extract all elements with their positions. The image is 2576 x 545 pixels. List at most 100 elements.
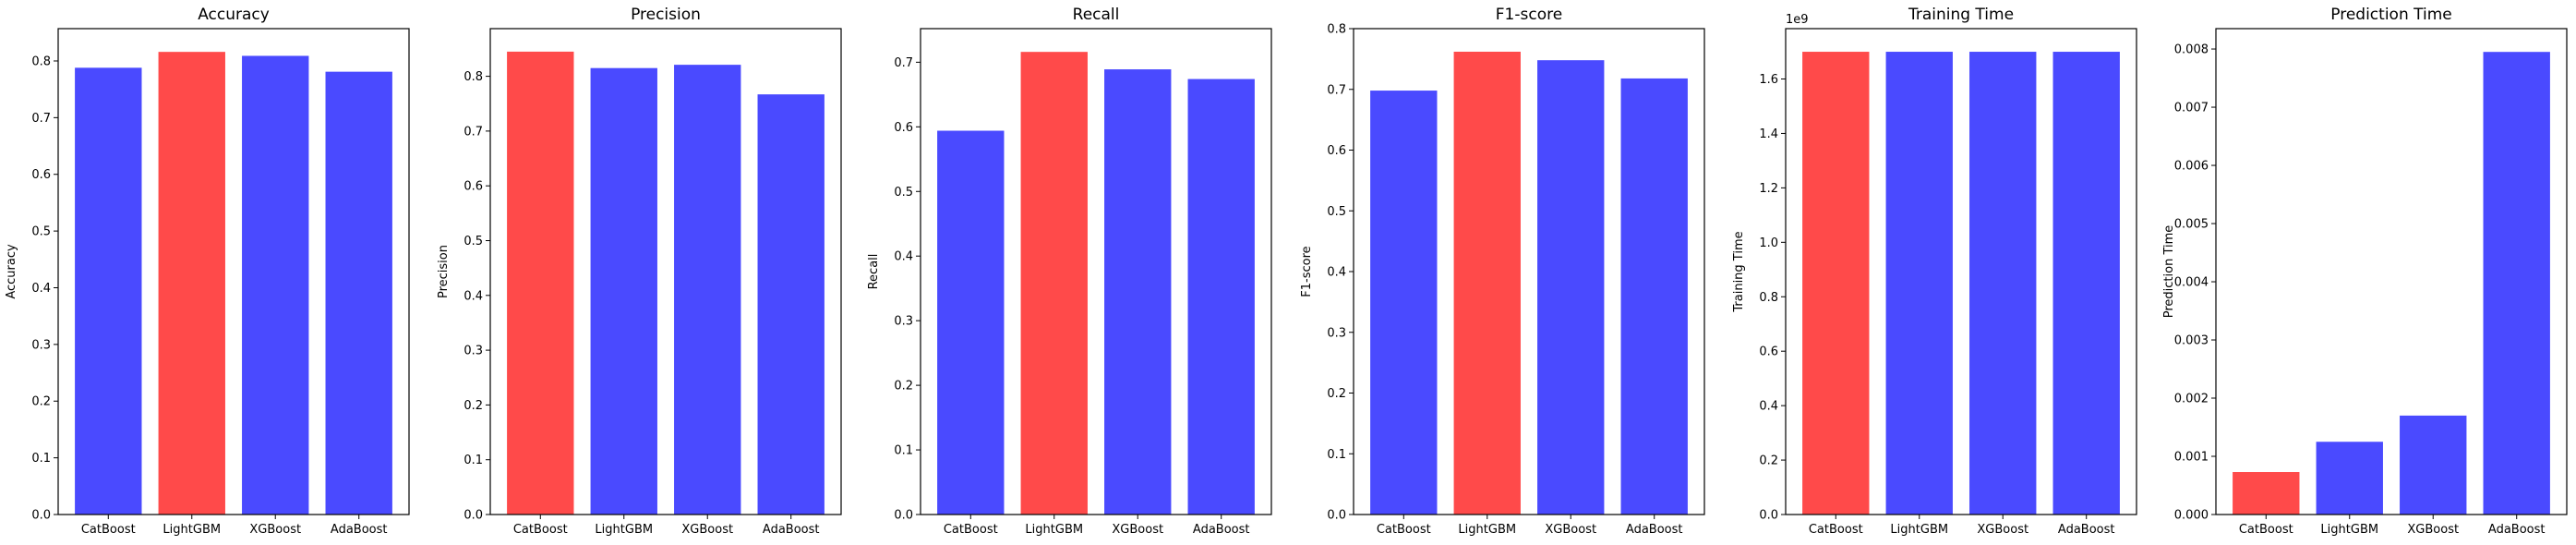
y-tick-label: 0.1: [894, 444, 913, 458]
y-tick-label: 0.2: [1759, 454, 1778, 468]
bar-lightgbm: [158, 52, 225, 515]
y-tick-label: 0.8: [31, 54, 51, 68]
chart-title: F1-score: [1496, 6, 1562, 24]
y-tick-label: 0.007: [2174, 102, 2209, 115]
y-tick-label: 0.4: [1759, 400, 1778, 414]
y-axis-label: Accuracy: [5, 244, 18, 299]
x-tick-label: CatBoost: [1377, 523, 1431, 537]
y-axis-label: Prediction Time: [2162, 225, 2176, 319]
y-tick-label: 0.0: [1759, 509, 1778, 523]
y-tick-label: 0.3: [894, 315, 913, 329]
y-tick-label: 1.0: [1759, 236, 1778, 250]
x-tick-label: LightGBM: [595, 523, 653, 537]
y-tick-label: 0.6: [1327, 144, 1346, 158]
y-tick-label: 1.2: [1759, 182, 1778, 196]
bar-adaboost: [2483, 52, 2550, 515]
x-tick-label: XGBoost: [1545, 523, 1596, 537]
y-tick-label: 0.0: [31, 509, 51, 523]
x-tick-label: CatBoost: [81, 523, 136, 537]
bar-catboost: [1802, 52, 1870, 515]
bar-lightgbm: [1020, 52, 1088, 515]
y-tick-label: 1.4: [1759, 127, 1778, 141]
x-tick-label: XGBoost: [249, 523, 301, 537]
y-tick-label: 0.2: [1327, 387, 1346, 401]
y-tick-label: 0.4: [31, 282, 51, 296]
x-tick-label: AdaBoost: [331, 523, 388, 537]
y-tick-label: 0.4: [463, 289, 483, 303]
bar-lightgbm: [1453, 51, 1521, 515]
y-tick-label: 0.002: [2174, 393, 2209, 406]
y-tick-label: 0.7: [31, 112, 51, 126]
bar-lightgbm: [2316, 442, 2383, 515]
x-tick-label: XGBoost: [2407, 523, 2459, 537]
x-tick-label: LightGBM: [1025, 523, 1083, 537]
x-tick-label: AdaBoost: [1193, 523, 1250, 537]
y-tick-label: 0.006: [2174, 160, 2209, 174]
chart-title: Training Time: [1908, 6, 2014, 24]
y-tick-label: 0.000: [2174, 509, 2209, 523]
bar-catboost: [75, 67, 142, 515]
bar-catboost: [1370, 91, 1438, 515]
bar-adaboost: [1187, 79, 1255, 515]
chart-panel-prediction-time: 0.000 0.001 0.002 0.003 0.004 0.005 0.006 0.007…: [2162, 6, 2568, 537]
y-axis-label: Precision: [437, 245, 451, 298]
bar-xgboost: [1104, 69, 1172, 515]
chart-panel-precision: 0.0 0.1 0.2 0.3 0.4 0.5 0.6 0.7 0.8 CatBoost Light…: [437, 6, 842, 537]
x-tick-label: CatBoost: [513, 523, 568, 537]
chart-title: Precision: [631, 6, 701, 24]
y-tick-label: 0.3: [1327, 326, 1346, 340]
y-tick-label: 0.1: [463, 454, 483, 467]
x-tick-label: AdaBoost: [1626, 523, 1683, 537]
y-tick-label: 0.004: [2174, 276, 2209, 290]
y-tick-label: 0.005: [2174, 218, 2209, 232]
x-tick-label: CatBoost: [2239, 523, 2293, 537]
bar-lightgbm: [590, 67, 657, 515]
x-tick-label: AdaBoost: [2058, 523, 2115, 537]
bar-xgboost: [1969, 52, 2037, 515]
y-tick-label: 0.0: [463, 509, 483, 523]
y-tick-label: 0.6: [31, 168, 51, 182]
y-axis-label: Recall: [867, 254, 881, 290]
x-tick-label: LightGBM: [1890, 523, 1948, 537]
chart-panel-recall: 0.0 0.1 0.2 0.3 0.4 0.5 0.6 0.7 CatBoost LightGBM…: [867, 6, 1272, 537]
axes-frame: [1785, 28, 2137, 515]
x-tick-label: LightGBM: [163, 523, 221, 537]
y-axis-label: F1-score: [1300, 246, 1314, 297]
chart-title: Recall: [1073, 6, 1120, 24]
y-tick-label: 0.3: [31, 338, 51, 352]
y-tick-label: 0.0: [894, 509, 913, 523]
bar-adaboost: [1620, 78, 1688, 515]
y-tick-label: 0.6: [463, 180, 483, 194]
bar-catboost: [2233, 472, 2300, 515]
chart-panel-training-time: 0.0 0.2 0.4 0.6 0.8 1.0 1.2 1.4 1.6 CatBoost Light…: [1732, 6, 2137, 537]
axes-frame: [920, 28, 1272, 515]
chart-panel-accuracy: 0.0 0.1 0.2 0.3 0.4 0.5 0.6 0.7 0.8 CatBoost Light…: [5, 6, 410, 537]
chart-panel-f1-score: 0.0 0.1 0.2 0.3 0.4 0.5 0.6 0.7 0.8 CatBoost Light…: [1300, 6, 1705, 537]
y-tick-label: 0.5: [31, 225, 51, 239]
y-tick-label: 0.6: [1759, 345, 1778, 359]
y-tick-label: 0.003: [2174, 334, 2209, 348]
x-tick-label: AdaBoost: [763, 523, 820, 537]
x-tick-label: XGBoost: [1112, 523, 1163, 537]
y-tick-label: 0.5: [463, 235, 483, 248]
y-tick-label: 0.7: [1327, 83, 1346, 97]
bar-xgboost: [2400, 415, 2467, 515]
y-tick-label: 0.7: [463, 125, 483, 139]
x-tick-label: XGBoost: [681, 523, 733, 537]
y-tick-label: 0.001: [2174, 451, 2209, 465]
y-tick-label: 0.0: [1327, 509, 1346, 523]
y-tick-label: 0.2: [31, 395, 51, 409]
bar-xgboost: [674, 65, 741, 515]
bar-catboost: [507, 51, 574, 515]
y-tick-label: 0.8: [463, 70, 483, 84]
bar-lightgbm: [1885, 52, 1953, 515]
y-tick-label: 0.1: [31, 452, 51, 466]
bar-xgboost: [242, 55, 309, 515]
y-axis-label: Training Time: [1732, 231, 1746, 312]
chart-title: Prediction Time: [2330, 6, 2451, 24]
bar-adaboost: [325, 71, 392, 515]
y-tick-label: 0.7: [894, 56, 913, 70]
x-tick-label: CatBoost: [944, 523, 998, 537]
y-tick-label: 0.4: [894, 250, 913, 264]
